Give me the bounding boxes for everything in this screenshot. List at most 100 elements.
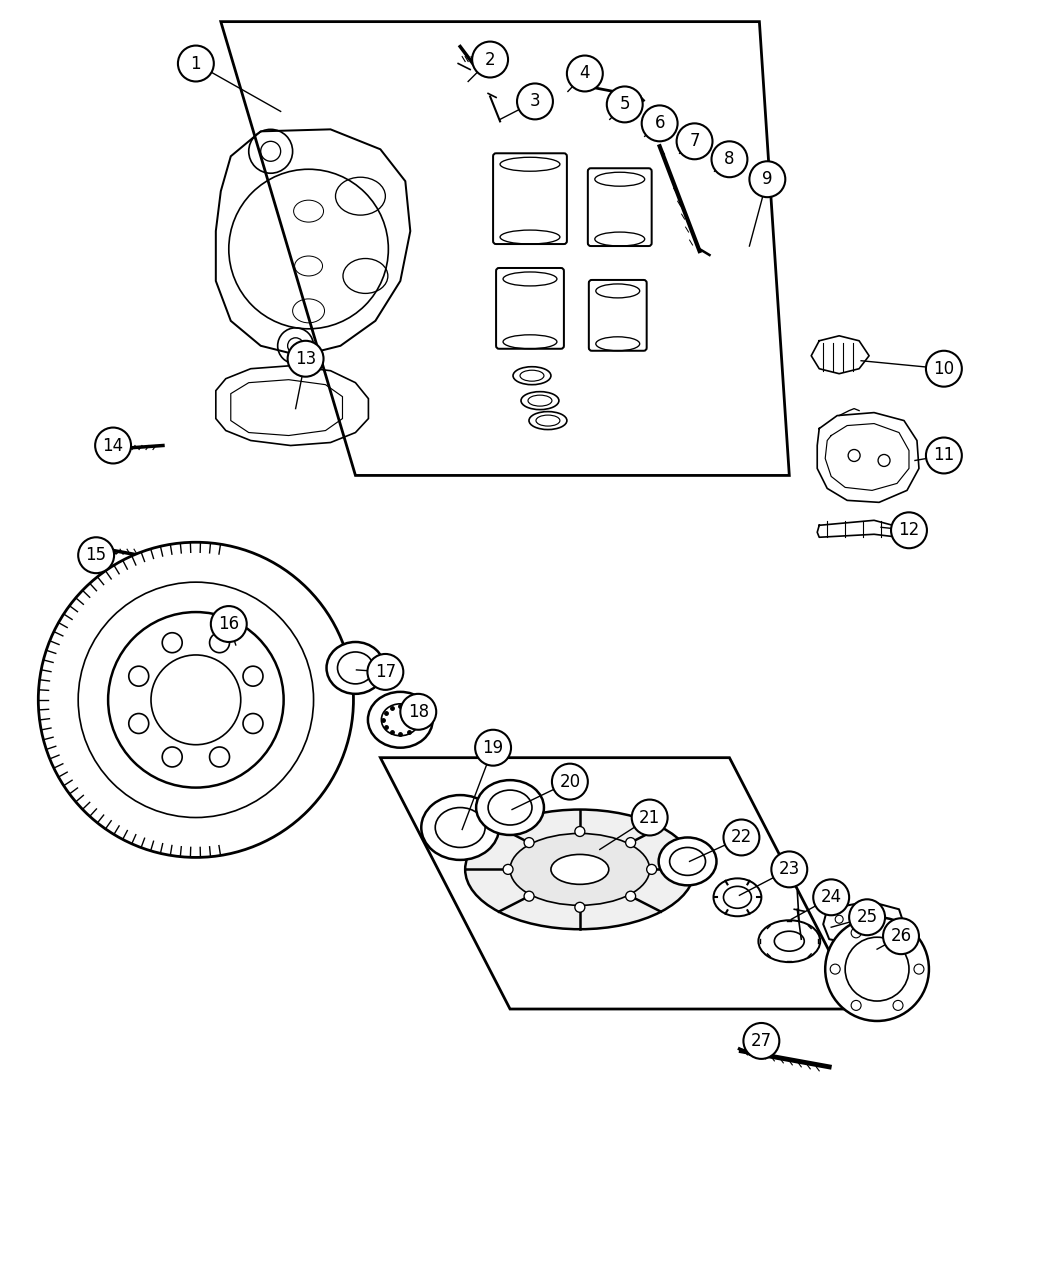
Text: 16: 16 (218, 615, 239, 632)
Circle shape (676, 124, 713, 159)
Text: 10: 10 (933, 360, 954, 377)
Text: 9: 9 (762, 171, 773, 189)
Circle shape (38, 542, 354, 857)
Circle shape (743, 1023, 779, 1058)
Circle shape (129, 714, 149, 733)
Ellipse shape (670, 848, 706, 876)
Circle shape (750, 161, 785, 198)
Text: 2: 2 (485, 51, 496, 69)
Ellipse shape (551, 854, 609, 885)
Circle shape (368, 654, 403, 690)
Text: 3: 3 (529, 92, 541, 111)
Circle shape (567, 56, 603, 92)
Circle shape (151, 655, 240, 745)
Text: 23: 23 (779, 861, 800, 878)
Circle shape (892, 1001, 903, 1010)
Circle shape (814, 880, 849, 915)
Text: 19: 19 (483, 738, 504, 756)
Circle shape (96, 427, 131, 463)
Circle shape (914, 964, 924, 974)
Circle shape (78, 537, 114, 574)
Text: 12: 12 (899, 521, 920, 539)
Circle shape (163, 632, 183, 653)
Circle shape (607, 87, 643, 122)
Ellipse shape (368, 692, 433, 747)
Circle shape (926, 351, 962, 386)
Circle shape (400, 694, 436, 729)
Ellipse shape (658, 838, 716, 885)
Circle shape (865, 910, 874, 918)
Ellipse shape (327, 643, 384, 694)
Circle shape (772, 852, 807, 887)
Circle shape (210, 632, 230, 653)
Ellipse shape (774, 931, 804, 951)
Ellipse shape (758, 921, 820, 963)
Circle shape (129, 667, 149, 686)
Circle shape (177, 46, 214, 82)
Text: 11: 11 (933, 446, 954, 464)
Circle shape (574, 903, 585, 913)
Circle shape (524, 838, 534, 848)
Circle shape (163, 747, 183, 768)
Text: 27: 27 (751, 1031, 772, 1049)
Circle shape (243, 667, 262, 686)
Circle shape (883, 918, 919, 954)
Circle shape (892, 928, 903, 938)
Circle shape (647, 864, 656, 875)
Circle shape (723, 820, 759, 856)
Circle shape (503, 864, 513, 875)
Circle shape (926, 437, 962, 473)
Circle shape (845, 937, 909, 1001)
Circle shape (574, 826, 585, 836)
Text: 26: 26 (890, 927, 911, 945)
Circle shape (852, 1001, 861, 1010)
Text: 8: 8 (724, 150, 735, 168)
Text: 17: 17 (375, 663, 396, 681)
Ellipse shape (476, 780, 544, 835)
Circle shape (243, 714, 262, 733)
Ellipse shape (488, 790, 532, 825)
Circle shape (712, 142, 748, 177)
Circle shape (626, 891, 635, 901)
Text: 20: 20 (560, 773, 581, 790)
Ellipse shape (421, 796, 499, 859)
Circle shape (552, 764, 588, 799)
Circle shape (891, 513, 927, 548)
Circle shape (626, 838, 635, 848)
Circle shape (642, 106, 677, 142)
Circle shape (517, 83, 553, 120)
Text: 22: 22 (731, 829, 752, 847)
Circle shape (211, 606, 247, 643)
Circle shape (210, 747, 230, 768)
Text: 13: 13 (295, 349, 316, 367)
Ellipse shape (337, 652, 374, 683)
Ellipse shape (510, 834, 650, 905)
Circle shape (288, 340, 323, 376)
Circle shape (849, 899, 885, 935)
Circle shape (472, 42, 508, 78)
Text: 21: 21 (639, 808, 660, 826)
Ellipse shape (381, 704, 419, 736)
Ellipse shape (714, 878, 761, 917)
Text: 15: 15 (86, 546, 107, 565)
Text: 5: 5 (620, 96, 630, 113)
Text: 6: 6 (654, 115, 665, 133)
Text: 7: 7 (689, 133, 699, 150)
Text: 24: 24 (821, 889, 842, 907)
Circle shape (78, 583, 314, 817)
Text: 25: 25 (857, 908, 878, 926)
Circle shape (831, 964, 840, 974)
Circle shape (890, 921, 898, 928)
Circle shape (632, 799, 668, 835)
Text: 4: 4 (580, 65, 590, 83)
Text: 1: 1 (190, 55, 202, 73)
Circle shape (524, 891, 534, 901)
Circle shape (852, 928, 861, 938)
Circle shape (835, 915, 843, 923)
Circle shape (108, 612, 284, 788)
Ellipse shape (465, 810, 694, 929)
Ellipse shape (723, 886, 752, 908)
Circle shape (825, 917, 929, 1021)
Ellipse shape (436, 807, 485, 848)
Text: 18: 18 (407, 703, 428, 720)
